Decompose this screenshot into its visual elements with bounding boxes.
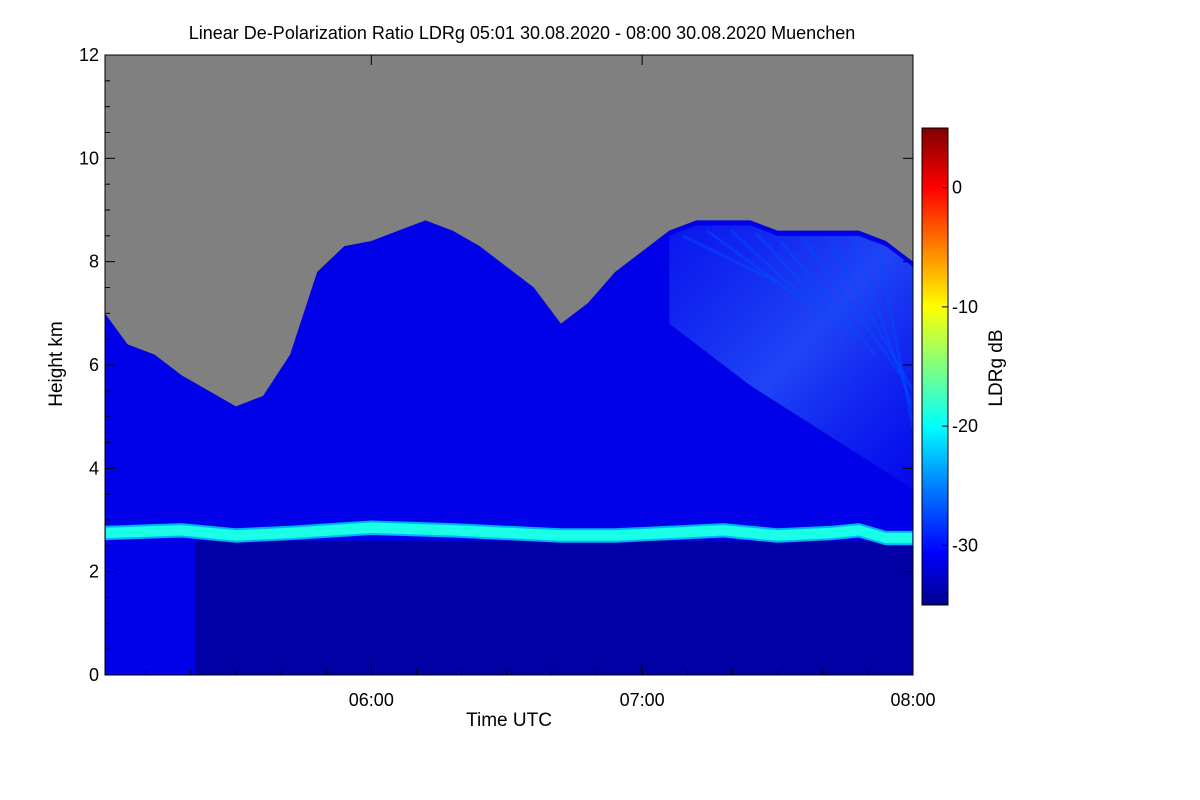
y-axis-label: Height km xyxy=(46,321,67,407)
fall-streak-line xyxy=(827,240,913,392)
fall-streak-line xyxy=(852,240,913,410)
y-tick-label: 8 xyxy=(89,252,99,272)
colorbar-gradient xyxy=(921,127,949,606)
fall-streak-line xyxy=(876,247,913,428)
colorbar-tick-label: -10 xyxy=(952,297,978,317)
melting-layer-band xyxy=(105,520,913,546)
colorbar-label: LDRg dB xyxy=(986,329,1007,406)
y-tick-label: 6 xyxy=(89,355,99,375)
x-tick-label: 07:00 xyxy=(620,690,665,710)
x-tick-label: 08:00 xyxy=(890,690,935,710)
y-tick-label: 2 xyxy=(89,562,99,582)
fall-streak-region xyxy=(669,225,913,489)
y-tick-label: 4 xyxy=(89,458,99,478)
colorbar-tick-label: 0 xyxy=(952,178,962,198)
y-axis: 0 2 4 6 8 10 12 xyxy=(79,45,913,685)
fall-streak-line xyxy=(754,231,852,338)
colorbar-tick-label: -20 xyxy=(952,416,978,436)
x-tick-label: 06:00 xyxy=(349,690,394,710)
x-axis-label: Time UTC xyxy=(466,710,552,731)
fall-streak-line xyxy=(682,234,779,284)
colorbar-tick-label: -30 xyxy=(952,535,978,555)
fall-streak-lines xyxy=(682,229,913,428)
y-tick-label: 10 xyxy=(79,148,99,168)
x-axis: 06:00 07:00 08:00 xyxy=(145,55,936,710)
plot-area xyxy=(105,55,913,675)
chart-title: Linear De-Polarization Ratio LDRg 05:01 … xyxy=(189,23,855,43)
fall-streak-line xyxy=(779,240,877,356)
fall-streak-line xyxy=(730,229,828,320)
y-tick-label: 12 xyxy=(79,45,99,65)
y-tick-label: 0 xyxy=(89,665,99,685)
fall-streak-line xyxy=(706,229,803,302)
colorbar-ticks: 0 -10 -20 -30 xyxy=(942,178,978,555)
fall-streak-line xyxy=(803,240,901,374)
lower-layer xyxy=(195,540,913,675)
colorbar: 0 -10 -20 -30 LDRg dB xyxy=(921,127,1007,606)
